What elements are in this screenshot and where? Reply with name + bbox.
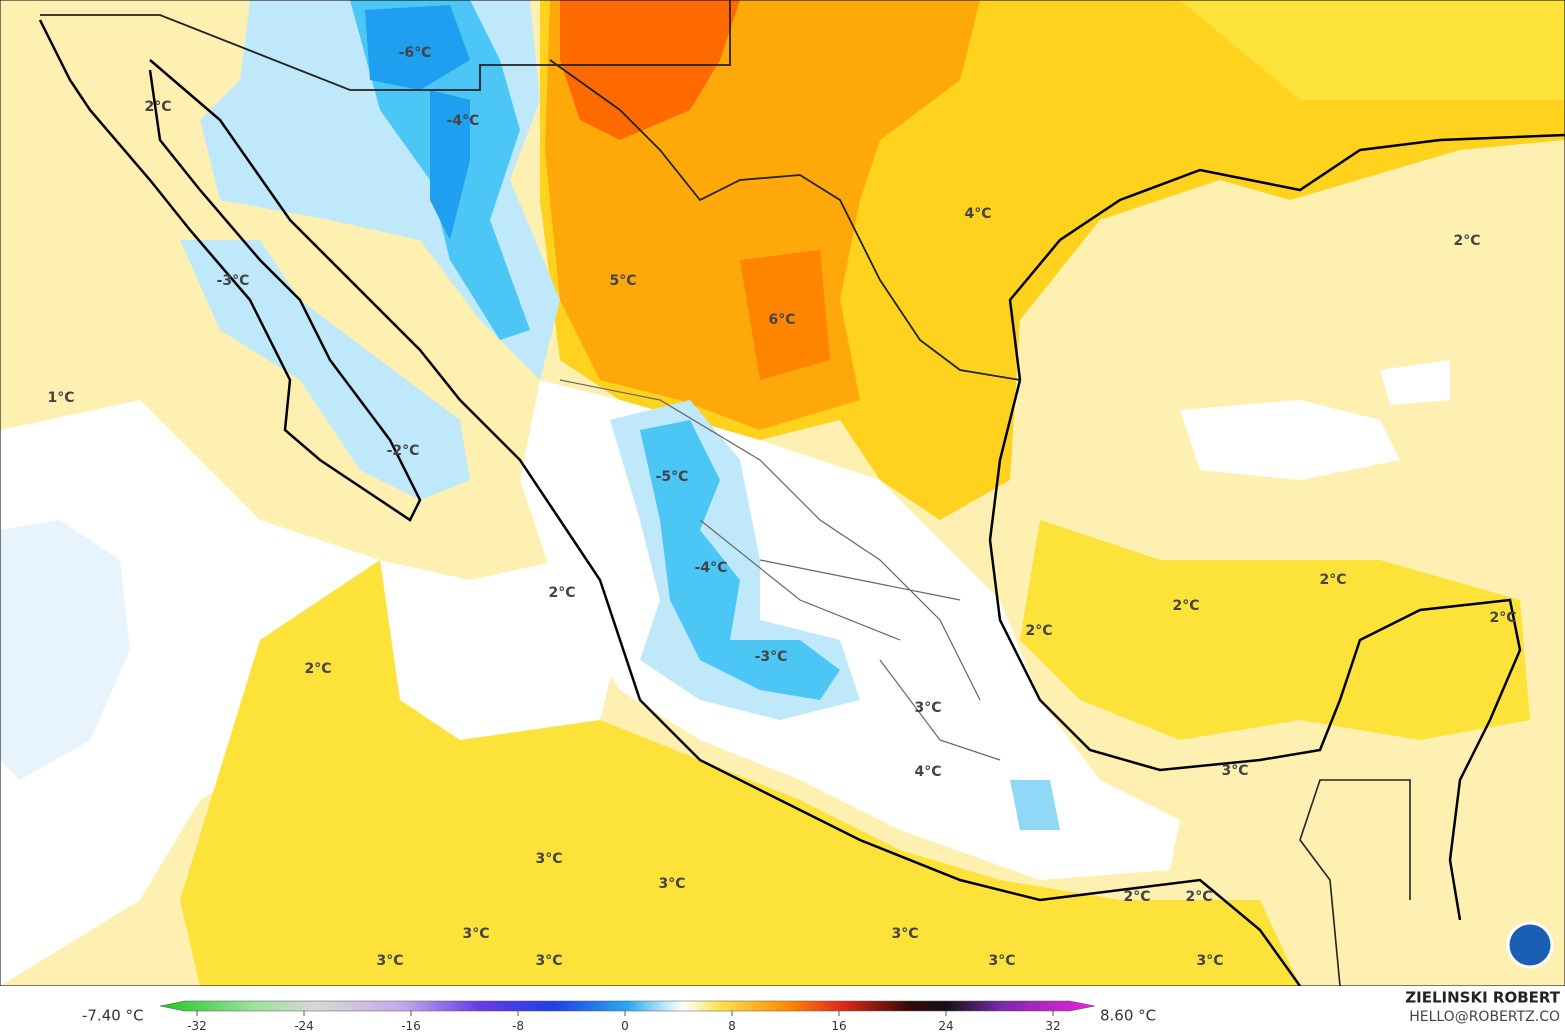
contour-label: -3°C [217,273,250,289]
noaa-logo [1506,921,1554,969]
contour-label: 3°C [914,700,941,716]
contour-label: 2°C [144,99,171,115]
colorbar-tick-label: 0 [621,1019,629,1033]
colorbar-tick-label: -24 [294,1019,314,1033]
colorbar-tick-label: 8 [728,1019,736,1033]
colorbar-tick-label: -8 [512,1019,524,1033]
colorbar-tick-label: -32 [187,1019,207,1033]
contour-label: -6°C [399,45,432,61]
contour-label: -5°C [656,469,689,485]
contour-label: 3°C [535,851,562,867]
credit-email: HELLO@ROBERTZ.CO [1409,1009,1560,1025]
contour-label: 3°C [658,876,685,892]
contour-label: 3°C [535,953,562,969]
contour-label: 3°C [891,926,918,942]
contour-label: 3°C [376,953,403,969]
contour-label: 2°C [304,661,331,677]
contour-labels: -6°C 2°C -4°C 4°C 2°C -3°C 5°C 6°C 1°C -2°C -5°C -4… [47,45,1516,969]
contour-label: 2°C [1489,610,1516,626]
colorbar-ticks: -32 -24 -16 -8 0 8 16 24 32 [187,1011,1061,1033]
contour-label: 2°C [1319,572,1346,588]
contour-label: 2°C [1453,233,1480,249]
contour-label: -2°C [387,443,420,459]
contour-label: 4°C [964,206,991,222]
colorbar: -7.40 °C 8.60 °C ZIELINSKI ROBERT HELLO@… [0,986,1565,1035]
credit-name: ZIELINSKI ROBERT [1405,989,1560,1007]
map [0,0,1565,987]
contour-label: 2°C [1172,598,1199,614]
contour-label: 2°C [1123,889,1150,905]
contour-label: 5°C [609,273,636,289]
colorbar-tick-label: 32 [1045,1019,1060,1033]
colorbar-tick-label: 16 [831,1019,846,1033]
contour-label: 2°C [1025,623,1052,639]
contour-label: 3°C [1221,763,1248,779]
contour-label: -3°C [755,649,788,665]
contour-label: 2°C [548,585,575,601]
contour-label: -4°C [695,560,728,576]
colorbar-tick-label: 24 [938,1019,953,1033]
contour-label: 1°C [47,390,74,406]
contour-label: 4°C [914,764,941,780]
colorbar-tick-label: -16 [401,1019,421,1033]
contour-label: 6°C [768,312,795,328]
max-label: 8.60 °C [1100,1007,1156,1025]
min-label: -7.40 °C [82,1007,144,1025]
contour-label: -4°C [447,113,480,129]
contour-label: 3°C [462,926,489,942]
contour-label: 3°C [1196,953,1223,969]
contour-label: 3°C [988,953,1015,969]
contour-label: 2°C [1185,889,1212,905]
